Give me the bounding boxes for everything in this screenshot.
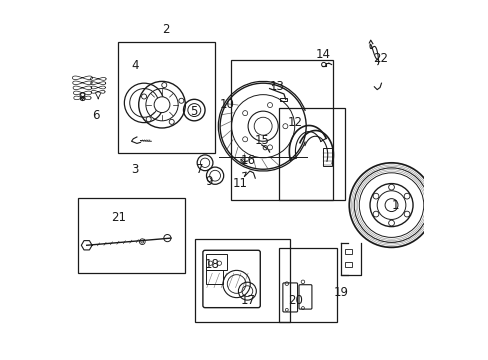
Text: 16: 16 bbox=[240, 154, 255, 167]
Circle shape bbox=[267, 103, 272, 108]
Bar bbox=[344, 249, 351, 254]
Circle shape bbox=[242, 137, 247, 142]
Circle shape bbox=[142, 94, 146, 99]
Circle shape bbox=[372, 193, 378, 199]
Circle shape bbox=[254, 117, 271, 135]
Bar bbox=[78, 198, 185, 273]
Bar bbox=[195, 239, 290, 321]
Circle shape bbox=[146, 117, 151, 122]
Bar bbox=[230, 60, 332, 200]
Bar bbox=[323, 148, 332, 166]
Bar bbox=[344, 262, 351, 267]
Text: 20: 20 bbox=[288, 294, 303, 307]
Circle shape bbox=[247, 111, 278, 141]
Text: 12: 12 bbox=[286, 116, 302, 129]
Text: 15: 15 bbox=[254, 134, 269, 147]
Circle shape bbox=[404, 211, 409, 217]
Text: 6: 6 bbox=[92, 109, 99, 122]
Circle shape bbox=[376, 191, 405, 220]
Circle shape bbox=[179, 98, 183, 103]
Circle shape bbox=[384, 199, 397, 212]
Circle shape bbox=[154, 97, 169, 113]
Bar bbox=[278, 248, 336, 321]
Bar bbox=[205, 270, 223, 284]
Bar bbox=[118, 42, 215, 153]
Circle shape bbox=[404, 193, 409, 199]
Text: 17: 17 bbox=[240, 294, 255, 307]
Bar bbox=[278, 108, 344, 200]
Text: 18: 18 bbox=[204, 258, 219, 271]
Bar bbox=[280, 98, 286, 101]
Circle shape bbox=[372, 211, 378, 217]
Text: 7: 7 bbox=[196, 163, 203, 176]
Circle shape bbox=[369, 184, 412, 226]
Text: 1: 1 bbox=[390, 199, 398, 212]
Circle shape bbox=[267, 145, 272, 150]
Bar bbox=[205, 254, 226, 270]
Text: 19: 19 bbox=[333, 287, 348, 300]
Circle shape bbox=[388, 220, 394, 226]
Text: 5: 5 bbox=[190, 105, 198, 118]
Text: 21: 21 bbox=[111, 211, 125, 224]
Text: 10: 10 bbox=[220, 98, 234, 111]
Text: 13: 13 bbox=[269, 80, 284, 93]
Text: 8: 8 bbox=[79, 91, 86, 104]
Text: 4: 4 bbox=[131, 59, 139, 72]
Circle shape bbox=[162, 82, 166, 87]
Circle shape bbox=[242, 111, 247, 116]
Circle shape bbox=[282, 124, 287, 129]
Circle shape bbox=[388, 184, 394, 190]
Circle shape bbox=[169, 120, 174, 124]
Text: 2: 2 bbox=[162, 23, 169, 36]
Text: 11: 11 bbox=[232, 177, 247, 190]
Text: 14: 14 bbox=[315, 48, 330, 61]
Text: 3: 3 bbox=[131, 163, 139, 176]
Text: 9: 9 bbox=[204, 175, 212, 188]
Text: 22: 22 bbox=[372, 51, 387, 64]
